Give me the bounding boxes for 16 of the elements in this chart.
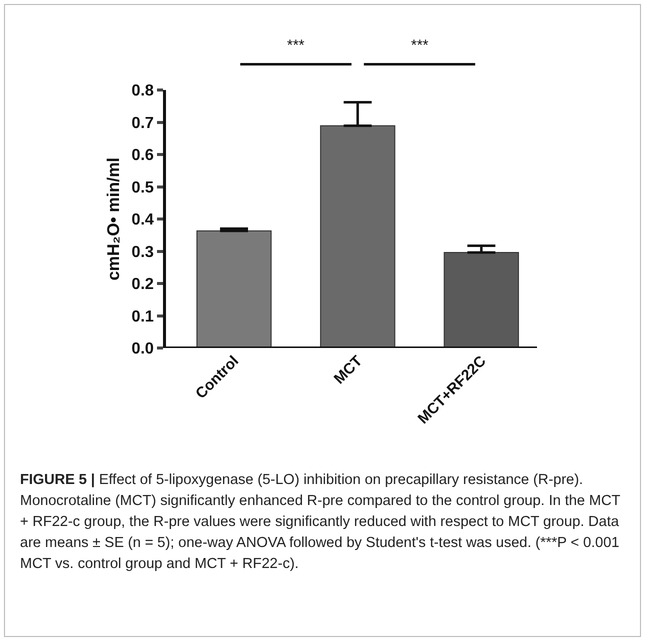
y-tick-label: 0.0 bbox=[132, 340, 154, 358]
text: *** bbox=[411, 37, 429, 54]
bar bbox=[196, 230, 272, 348]
y-axis-title: cmH₂O• min/ml bbox=[104, 157, 124, 281]
y-tick-label: 0.2 bbox=[132, 276, 154, 294]
y-tick-label: 0.6 bbox=[132, 147, 154, 164]
y-tick-label: 0.8 bbox=[132, 82, 154, 100]
y-tick-label: 0.4 bbox=[132, 212, 154, 229]
y-tick-label: 0.5 bbox=[132, 179, 154, 196]
caption: FIGURE 5 | Effect of 5-lipoxygenase (5-LO) inhibition on precapillary resistance (R-pre). Monocrotaline (MCT) significantly enhanced R-pre compared to the control group. In the MCT + RF22-c group, the R-pre values were significantly reduced with respect to MCT group. Data are means ± SE (n = 5); one-way ANOVA followed by Student's t-test was used. (***P < 0.001 MCT vs. control group and MCT + RF22-c). bbox=[20, 471, 622, 574]
text: *** bbox=[287, 37, 305, 54]
bar bbox=[444, 252, 519, 348]
y-tick-label: 0.7 bbox=[132, 114, 154, 132]
bar bbox=[320, 125, 396, 348]
y-tick-label: 0.3 bbox=[132, 244, 154, 261]
y-tick-label: 0.1 bbox=[132, 308, 154, 326]
